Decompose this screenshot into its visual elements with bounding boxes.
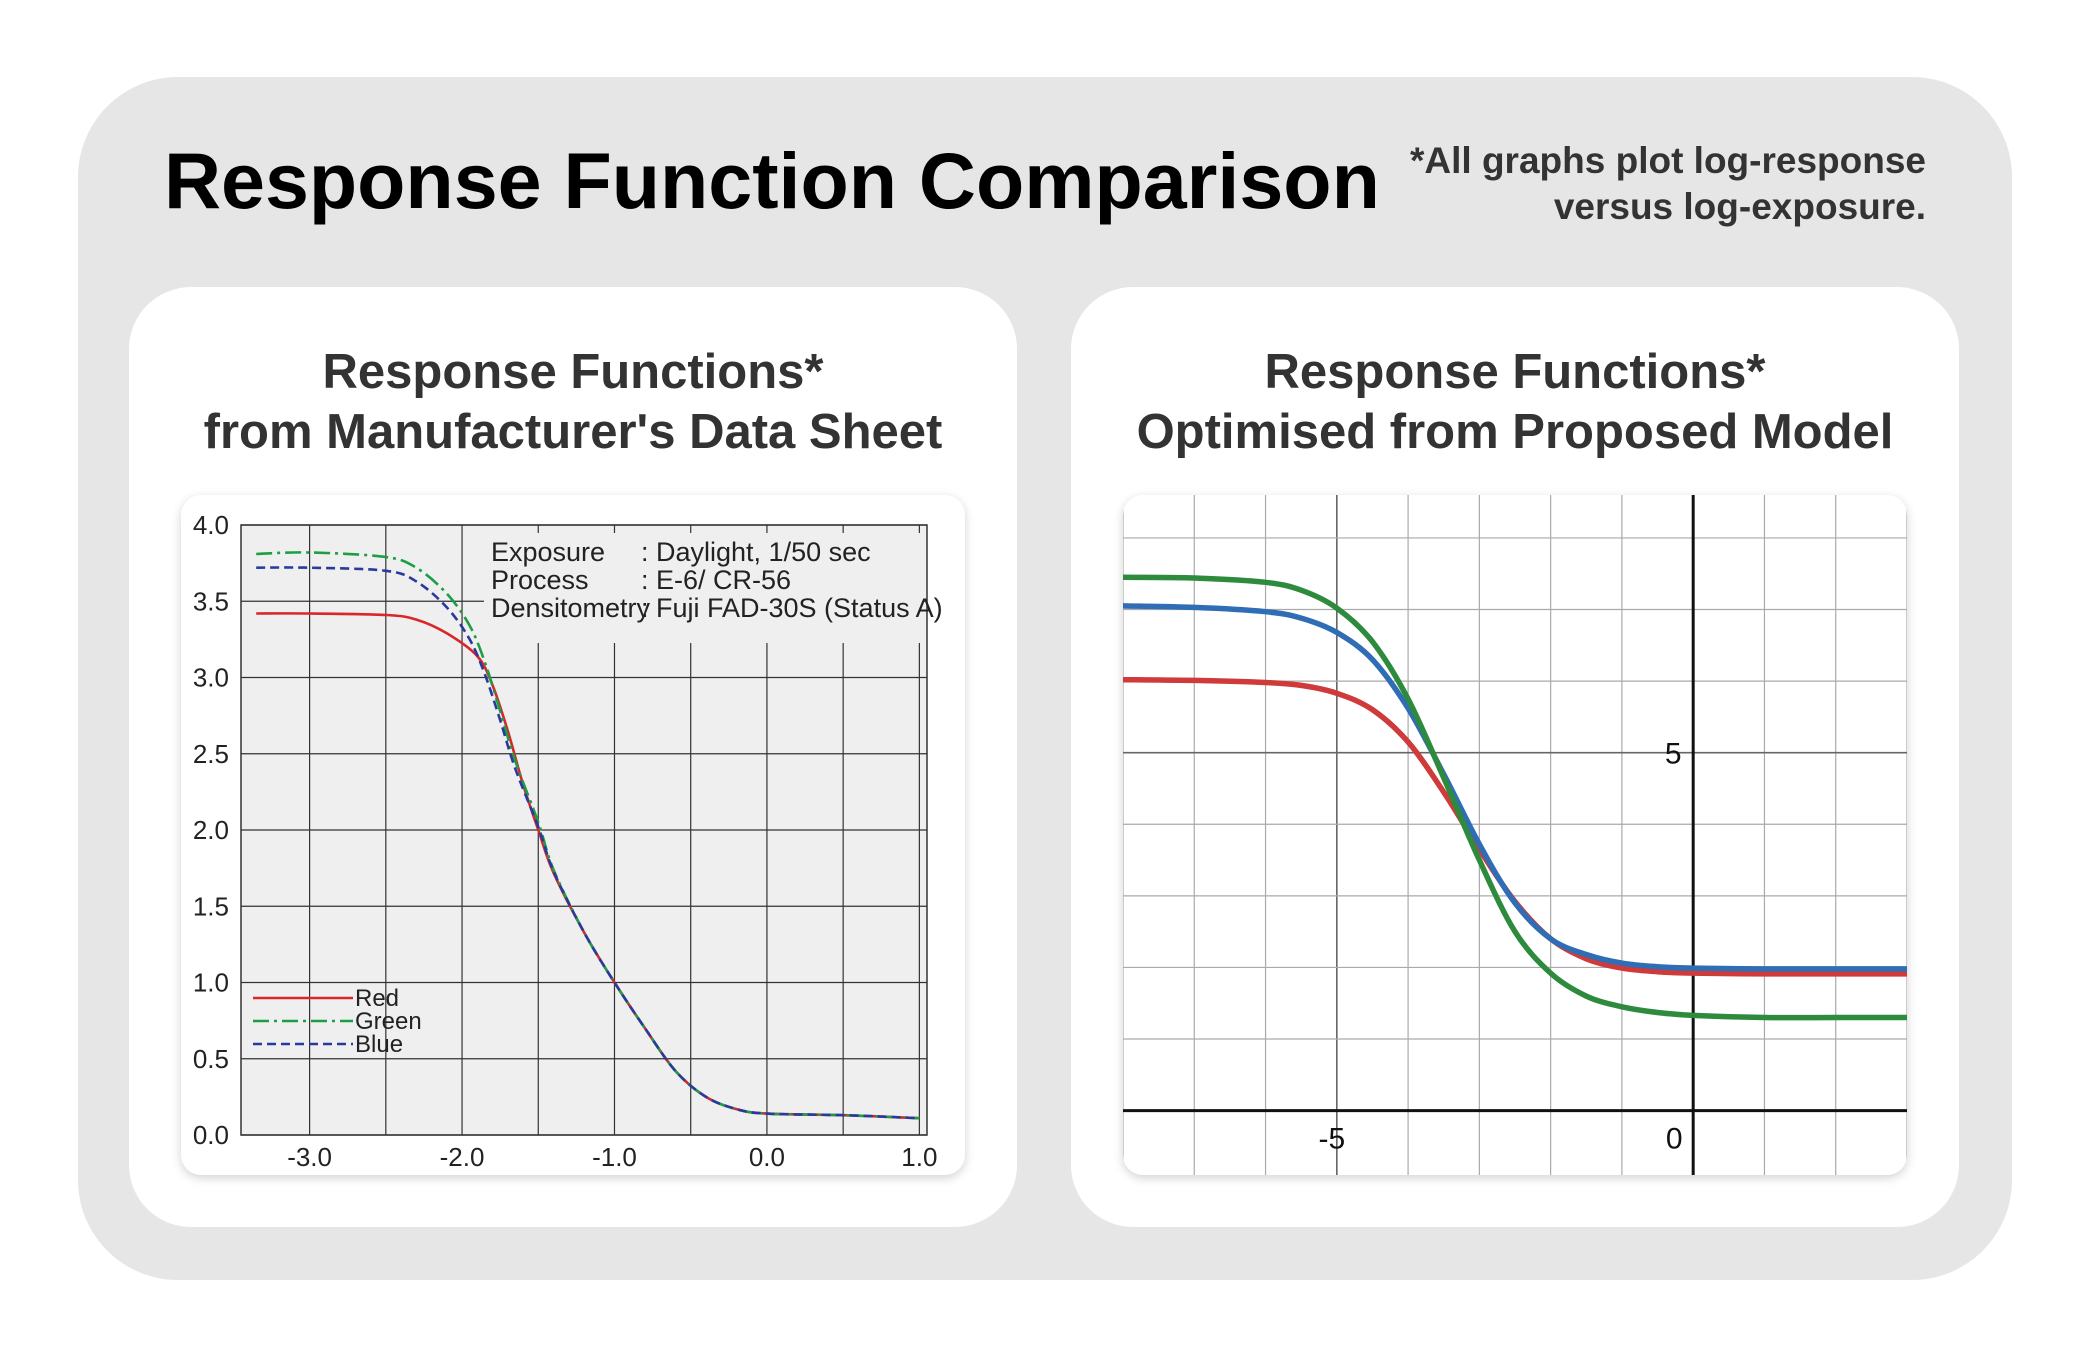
model-curve-3 <box>1123 574 1907 1021</box>
x-tick-label: -1.0 <box>592 1142 637 1172</box>
plot-frame <box>240 524 928 1136</box>
y-tick-label: 4.0 <box>193 510 229 540</box>
panel-title-line2: Optimised from Proposed Model <box>1136 405 1894 459</box>
chart-card-model: -5 0 5 <box>1123 495 1907 1175</box>
chart-datasheet: Exposure : Daylight, 1/50 sec Process : E-6… <box>193 510 943 1172</box>
series-line-blue <box>256 566 920 1120</box>
panel-datasheet: Response Functions* from Manufacturer's … <box>129 287 1017 1227</box>
axis-note: *All graphs plot log-response versus log… <box>1410 138 1926 230</box>
axis-note-line2: versus log-exposure. <box>1553 186 1926 227</box>
y-tick-label: 3.0 <box>193 663 229 693</box>
annotation-label: Process <box>491 565 589 595</box>
chart-model: -5 0 5 <box>1123 495 1907 1175</box>
model-curve-2 <box>1123 603 1907 972</box>
y-tick-label: 3.5 <box>193 586 229 616</box>
panel-title-model: Response Functions* Optimised from Propo… <box>1071 342 1959 462</box>
series-line-red <box>256 612 920 1120</box>
annotation-value: : Fuji FAD-30S (Status A) <box>641 593 943 623</box>
axis-note-line1: *All graphs plot log-response <box>1410 140 1926 181</box>
plot-area <box>1123 495 1907 1175</box>
annotation-value: : Daylight, 1/50 sec <box>641 537 871 567</box>
x-tick-label: 1.0 <box>901 1142 937 1172</box>
x-tick-label: -5 <box>1318 1123 1345 1156</box>
y-tick-label: 2.0 <box>193 815 229 845</box>
x-tick-label: -2.0 <box>440 1142 485 1172</box>
y-tick-label: 1.0 <box>193 968 229 998</box>
y-tick-label: 2.5 <box>193 739 229 769</box>
y-tick-label: 0.0 <box>193 1120 229 1150</box>
legend-label-blue: Blue <box>355 1031 403 1058</box>
annotation-value: : E-6/ CR-56 <box>641 565 791 595</box>
x-tick-label: 0.0 <box>749 1142 785 1172</box>
x-tick-label: -3.0 <box>287 1142 332 1172</box>
annotation-label: Exposure <box>491 537 605 567</box>
page-title: Response Function Comparison <box>164 136 1380 225</box>
panel-title-line1: Response Functions* <box>1264 345 1766 399</box>
legend-label-green: Green <box>355 1008 422 1035</box>
panel-title-line2: from Manufacturer's Data Sheet <box>203 405 943 459</box>
chart-card-datasheet: Exposure : Daylight, 1/50 sec Process : E-6… <box>181 495 965 1175</box>
y-tick-label: 5 <box>1665 738 1682 771</box>
y-tick-label: 1.5 <box>193 891 229 921</box>
panel-model: Response Functions* Optimised from Propo… <box>1071 287 1959 1227</box>
x-tick-label: 0 <box>1666 1123 1683 1156</box>
annotation-box <box>484 533 924 643</box>
panel-title-line1: Response Functions* <box>322 345 824 399</box>
y-tick-label: 0.5 <box>193 1044 229 1074</box>
annotation-label: Densitometry <box>491 593 651 623</box>
panel-title-datasheet: Response Functions* from Manufacturer's … <box>129 342 1017 462</box>
legend-label-red: Red <box>355 985 399 1012</box>
